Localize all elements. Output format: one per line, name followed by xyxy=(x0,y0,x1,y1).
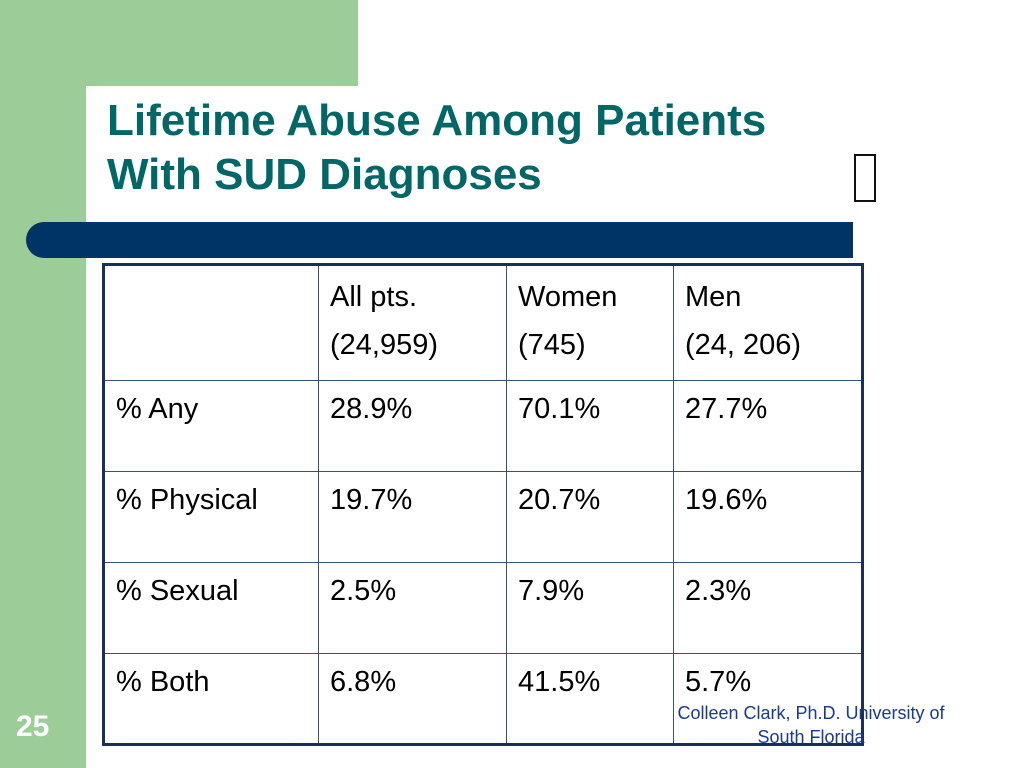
footer-credit: Colleen Clark, Ph.D. University of South… xyxy=(677,703,945,747)
table-cell: 2.5% xyxy=(318,562,507,654)
slide-title-line1: Lifetime Abuse Among Patients xyxy=(107,96,767,145)
table-cell: 27.7% xyxy=(673,380,863,472)
slide-title: Lifetime Abuse Among Patients With SUD D… xyxy=(107,94,867,202)
slide-number: 25 xyxy=(16,710,50,743)
top-green-band xyxy=(0,0,358,86)
slide-title-line2: With SUD Diagnoses xyxy=(107,150,542,199)
header-cell-women: Women (745) xyxy=(506,264,674,381)
table-cell: 6.8% xyxy=(318,653,507,745)
header-cell-empty xyxy=(103,264,319,381)
table-cell: 28.9% xyxy=(318,380,507,472)
missing-glyph-icon xyxy=(854,154,876,202)
table-cell: 2.3% xyxy=(673,562,863,654)
left-green-band xyxy=(0,0,86,768)
title-divider-bar xyxy=(26,222,853,258)
header-cell-men: Men (24, 206) xyxy=(673,264,863,381)
table-cell: 19.7% xyxy=(318,471,507,563)
table-row: % Any 28.9% 70.1% 27.7% xyxy=(103,380,863,472)
table-cell: 19.6% xyxy=(673,471,863,563)
row-label: % Sexual xyxy=(103,562,319,654)
table-cell: 20.7% xyxy=(506,471,674,563)
row-label: % Any xyxy=(103,380,319,472)
table-cell: 70.1% xyxy=(506,380,674,472)
table-cell: 41.5% xyxy=(506,653,674,745)
row-label: % Physical xyxy=(103,471,319,563)
row-label: % Both xyxy=(103,653,319,745)
table-row: % Both 6.8% 41.5% 5.7% xyxy=(103,653,863,745)
abuse-table: All pts. (24,959) Women (745) Men (24, 2… xyxy=(102,263,864,746)
table-header-row: All pts. (24,959) Women (745) Men (24, 2… xyxy=(103,264,863,381)
table-row: % Physical 19.7% 20.7% 19.6% xyxy=(103,471,863,563)
header-cell-all-pts: All pts. (24,959) xyxy=(318,264,507,381)
table-cell: 5.7% xyxy=(673,653,863,745)
table-row: % Sexual 2.5% 7.9% 2.3% xyxy=(103,562,863,654)
table-cell: 7.9% xyxy=(506,562,674,654)
